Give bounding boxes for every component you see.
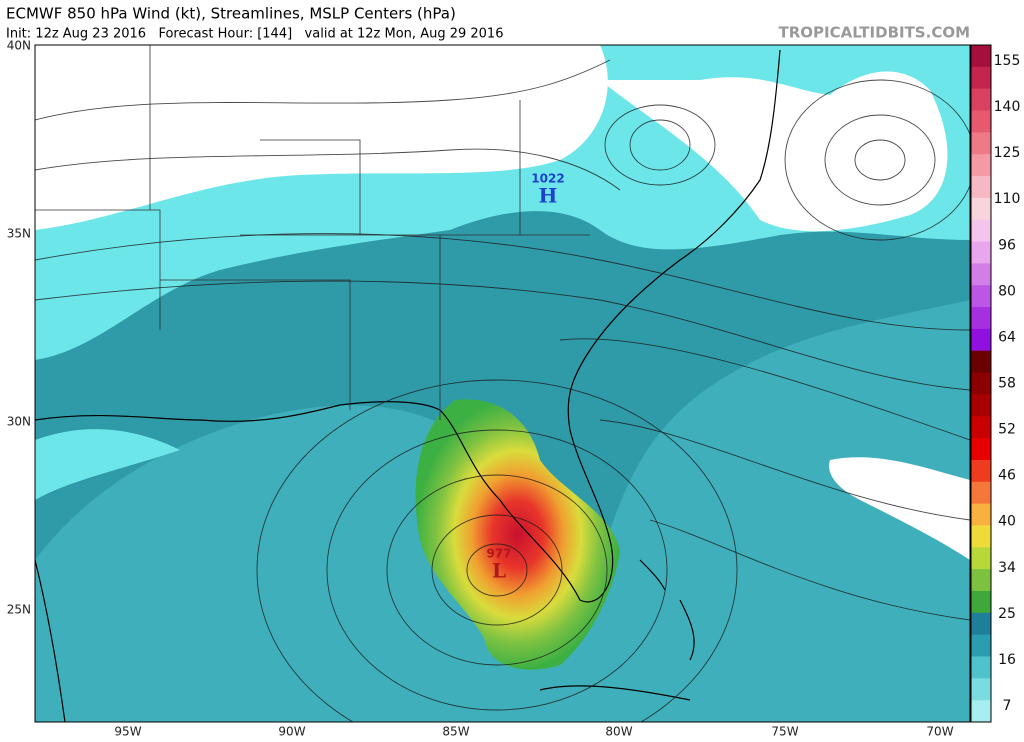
colorbar-swatch xyxy=(971,154,991,177)
colorbar-label: 46 xyxy=(998,468,1016,484)
wind-field-mid xyxy=(35,201,970,560)
lon-label: 90W xyxy=(278,725,305,739)
colorbar-label: 7 xyxy=(1003,698,1012,714)
colorbar-swatch xyxy=(971,678,991,701)
colorbar-label: 64 xyxy=(998,329,1016,345)
colorbar-swatch xyxy=(971,547,991,570)
colorbar-swatch xyxy=(971,219,991,243)
state-borders xyxy=(35,45,590,420)
colorbar-label: 58 xyxy=(998,375,1016,391)
watermark: TROPICALTIDBITS.COM xyxy=(779,24,971,42)
lon-label: 85W xyxy=(442,725,469,739)
lat-label: 40N xyxy=(7,39,31,53)
colorbar-label: 140 xyxy=(994,99,1021,115)
coastline xyxy=(35,49,781,603)
colorbar: 155 140 125 110 96 80 64 58 52 46 40 34 25 16 7 xyxy=(970,44,1021,723)
colorbar-frame xyxy=(970,44,992,723)
colorbar-swatch xyxy=(971,525,991,548)
center-symbol: L xyxy=(492,559,506,583)
lon-label: 95W xyxy=(114,725,141,739)
colorbar-swatch xyxy=(971,285,991,308)
colorbar-swatch xyxy=(971,569,991,592)
center-pressure: 977 xyxy=(486,547,511,561)
colorbar-label: 34 xyxy=(998,560,1016,576)
graticule-labels: 40N 35N 30N 25N 95W 90W 85W 80W 75W 70W xyxy=(7,39,954,739)
colorbar-swatch xyxy=(971,328,991,352)
colorbar-swatch xyxy=(971,503,991,526)
colorbar-swatch xyxy=(971,132,991,155)
map xyxy=(35,45,970,722)
lon-label: 80W xyxy=(605,725,632,739)
colorbar-swatch xyxy=(971,307,991,330)
lat-label: 25N xyxy=(7,603,31,617)
colorbar-swatch xyxy=(971,481,991,505)
colorbar-label: 125 xyxy=(994,145,1021,161)
calm-field-east xyxy=(600,71,948,232)
colorbar-label: 80 xyxy=(998,283,1016,299)
colorbar-swatch xyxy=(971,45,991,68)
center-pressure: 1022 xyxy=(531,172,564,186)
colorbar-swatch xyxy=(971,700,991,723)
colorbar-label: 40 xyxy=(998,514,1016,530)
colorbar-swatch xyxy=(971,66,991,90)
colorbar-label: 52 xyxy=(998,422,1016,438)
colorbar-label: 110 xyxy=(994,191,1021,207)
colorbar-swatch xyxy=(971,372,991,395)
lat-label: 35N xyxy=(7,227,31,241)
colorbar-swatch xyxy=(971,612,991,636)
colorbar-label: 25 xyxy=(998,606,1016,622)
colorbar-swatch xyxy=(971,438,991,461)
subtitle: Init: 12z Aug 23 2016 Forecast Hour: [14… xyxy=(6,27,503,42)
colorbar-swatch xyxy=(971,197,991,221)
wind-field-light-west xyxy=(35,429,180,500)
colorbar-swatch xyxy=(971,110,991,133)
colorbar-label: 155 xyxy=(994,53,1021,69)
calm-field-southeast xyxy=(829,457,970,560)
colorbar-label: 16 xyxy=(998,652,1016,668)
calm-field-west xyxy=(35,45,608,230)
lat-label: 30N xyxy=(7,415,31,429)
colorbar-swatch xyxy=(971,88,991,112)
colorbar-swatch xyxy=(971,350,991,374)
colorbar-swatch xyxy=(971,459,991,483)
lon-label: 70W xyxy=(926,725,953,739)
map-frame xyxy=(34,44,971,723)
colorbar-swatch xyxy=(971,416,991,439)
center-symbol: H xyxy=(539,184,558,208)
colorbar-swatch xyxy=(971,590,991,614)
coastline-islands xyxy=(539,559,695,701)
colorbar-swatch xyxy=(971,241,991,264)
streamlines xyxy=(35,59,970,722)
storm-wind-field xyxy=(415,399,620,670)
colorbar-swatch xyxy=(971,394,991,417)
colorbar-swatch xyxy=(971,634,991,657)
lon-label: 75W xyxy=(771,725,798,739)
colorbar-swatch xyxy=(971,176,991,199)
title: ECMWF 850 hPa Wind (kt), Streamlines, MS… xyxy=(6,5,456,23)
colorbar-swatch xyxy=(971,656,991,679)
colorbar-swatch xyxy=(971,263,991,286)
colorbar-label: 96 xyxy=(998,237,1016,253)
coastline-mexico xyxy=(35,559,66,722)
